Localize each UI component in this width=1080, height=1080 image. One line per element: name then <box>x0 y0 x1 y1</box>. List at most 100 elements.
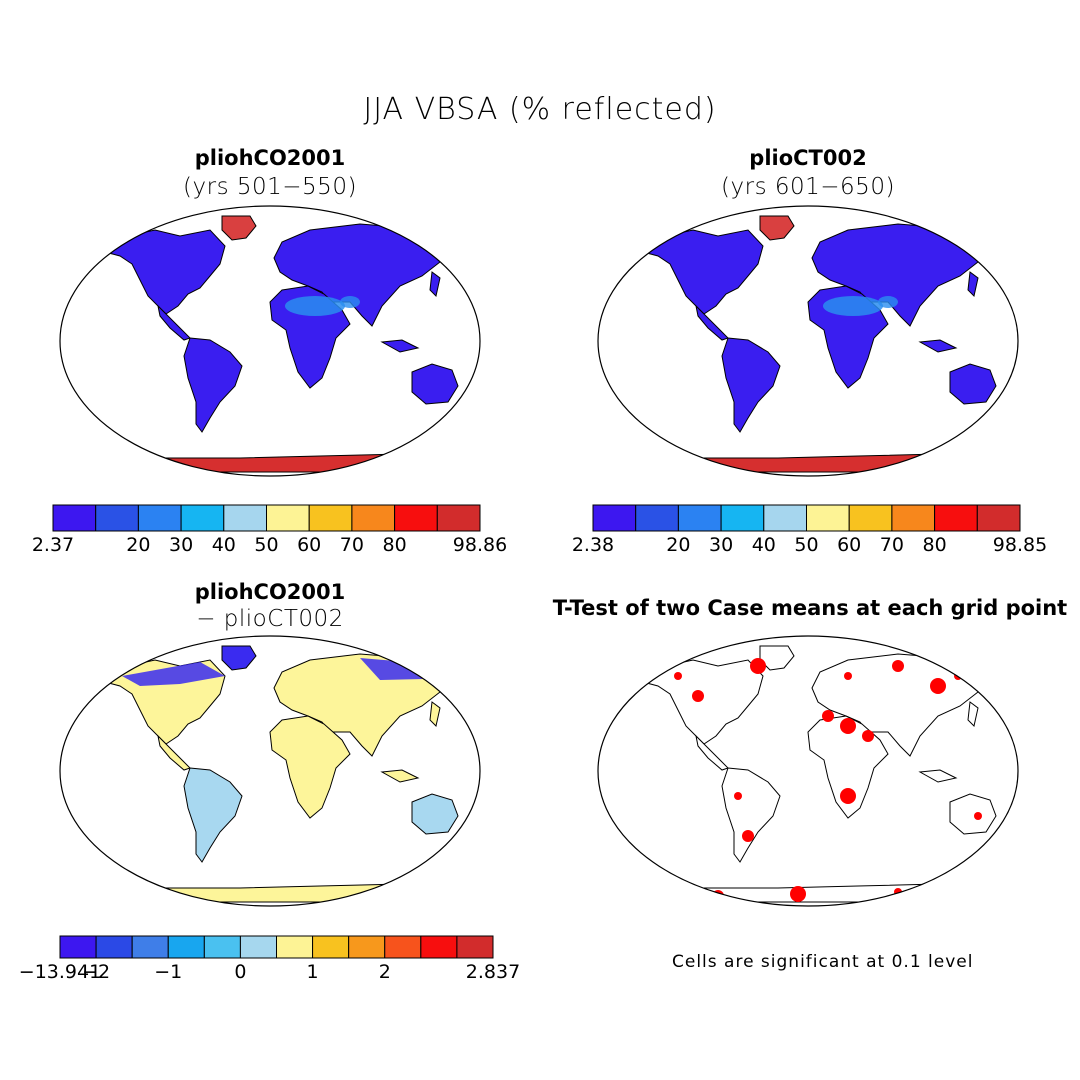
colorbar-2-tick-label: 40 <box>751 534 776 556</box>
panel-4-japan <box>967 701 979 727</box>
colorbar-1-swatch <box>95 504 139 532</box>
significant-cell <box>822 710 834 722</box>
panel-1-australia <box>411 363 459 405</box>
panel-1-south-america <box>183 337 243 433</box>
significant-cell <box>734 792 742 800</box>
panel-3-antarctica <box>99 883 453 903</box>
panel-1-central-america <box>157 304 191 341</box>
panel-1-title: pliohCO2001 <box>194 146 346 170</box>
colorbar-1-tick-label: 70 <box>339 534 364 556</box>
panel-2-subtitle: (yrs 601−650) <box>721 174 895 200</box>
panel-1-north-america <box>103 229 226 315</box>
panel-2-title: plioCT002 <box>749 146 867 170</box>
panel-2-frame <box>597 205 1019 477</box>
panel-1-antarctica <box>99 453 453 473</box>
panel-3-japan <box>429 701 441 727</box>
colorbar-1-tick-label: 40 <box>211 534 236 556</box>
colorbar-1-swatch <box>351 504 396 532</box>
colorbar-3-swatch <box>384 935 422 959</box>
colorbar-2-swatch <box>976 504 1021 532</box>
panel-4-north-america <box>641 659 764 745</box>
colorbar-3-swatch <box>312 935 350 959</box>
panel-2-south-america <box>721 337 781 433</box>
significant-cell <box>840 788 856 804</box>
significant-cell <box>844 672 852 680</box>
panel-3-subtitle: − plioCT002 <box>196 606 344 632</box>
panel-2-arabia-band <box>878 296 898 308</box>
panel-2-japan <box>967 271 979 297</box>
colorbar-1-tick-label: 30 <box>169 534 194 556</box>
colorbar-3-tick-label: 0 <box>234 961 247 983</box>
panel-2-greenland <box>759 215 795 241</box>
panel-2-north-america <box>641 229 764 315</box>
panel-1-greenland <box>221 215 257 241</box>
colorbar-3-swatch <box>59 935 97 959</box>
panel-2-central-america <box>695 304 729 341</box>
colorbar-3-swatch <box>95 935 133 959</box>
significant-cell <box>790 886 806 902</box>
panel-3-title: pliohCO2001 <box>194 580 346 604</box>
colorbar-1-swatch <box>436 504 481 532</box>
panel-1-map-group <box>59 205 481 477</box>
colorbar-2-swatch <box>934 504 978 532</box>
colorbar-3-swatch <box>167 935 205 959</box>
footnote: Cells are significant at 0.1 level <box>672 952 974 972</box>
colorbar-1-swatch <box>223 504 268 532</box>
colorbar-3-tick-label: −1 <box>154 961 183 983</box>
colorbar-3-tick-label: 1 <box>306 961 319 983</box>
significant-cell <box>742 830 754 842</box>
colorbar-2-swatch <box>848 504 893 532</box>
panel-2-antarctica <box>637 453 991 473</box>
colorbar-1-tick-label: 20 <box>126 534 151 556</box>
panel-1-japan <box>429 271 441 297</box>
colorbar-3-tick-label: 2 <box>378 961 391 983</box>
colorbar-3-tick-label: −13.941 <box>18 961 102 983</box>
panel-4-australia <box>949 793 997 835</box>
colorbar-3-swatch <box>420 935 458 959</box>
colorbar-3-tick-label: 2.837 <box>465 961 521 983</box>
panel-3-frame <box>59 635 481 907</box>
panel-2-map-group <box>597 205 1019 477</box>
colorbar-3-tick-label: −2 <box>82 961 111 983</box>
colorbar-2-tick-label: 70 <box>879 534 904 556</box>
panel-4-map-group <box>597 635 1019 907</box>
colorbar-1-tick-label: 98.86 <box>452 534 508 556</box>
figure-title: JJA VBSA (% reflected) <box>363 92 717 127</box>
panel-3-africa <box>269 715 351 819</box>
colorbar-2-tick-label: 30 <box>709 534 734 556</box>
colorbar-1-swatch <box>266 504 310 532</box>
panel-4-antarctica <box>637 883 991 903</box>
significant-cell <box>692 690 704 702</box>
colorbar-3-swatch <box>131 935 169 959</box>
colorbar-1-swatch <box>394 504 438 532</box>
colorbar-2-tick-label: 20 <box>666 534 691 556</box>
colorbar-2-tick-label: 50 <box>794 534 819 556</box>
panel-3-arctic-band <box>122 662 225 686</box>
colorbar-1-tick-label: 2.37 <box>31 534 75 556</box>
colorbar-1-tick-label: 60 <box>297 534 322 556</box>
panel-3-australia <box>411 793 459 835</box>
panel-3-greenland <box>221 645 257 671</box>
colorbar-2-swatch <box>720 504 765 532</box>
panel-2-sahara-band <box>823 296 883 316</box>
panel-1-frame <box>59 205 481 477</box>
panel-1-sahara-band <box>285 296 345 316</box>
panel-3-indonesia <box>380 769 420 783</box>
colorbar-2-swatch <box>763 504 807 532</box>
colorbar-1-swatch <box>308 504 353 532</box>
panel-4-title: T-Test of two Case means at each grid po… <box>552 596 1068 620</box>
colorbar-3-swatch <box>203 935 241 959</box>
panel-4-south-america <box>721 767 781 863</box>
panel-1-arabia-band <box>340 296 360 308</box>
colorbar-2-tick-label: 80 <box>922 534 947 556</box>
significant-cell <box>974 812 982 820</box>
colorbar-2-swatch <box>806 504 850 532</box>
colorbar-1-swatch <box>52 504 97 532</box>
colorbar-2-tick-label: 98.85 <box>992 534 1048 556</box>
colorbar-2-swatch <box>592 504 637 532</box>
significant-cell <box>930 678 946 694</box>
colorbar-2-swatch <box>677 504 722 532</box>
colorbar-1-swatch <box>137 504 182 532</box>
colorbar-2-tick-label: 60 <box>837 534 862 556</box>
significant-cell <box>674 672 682 680</box>
